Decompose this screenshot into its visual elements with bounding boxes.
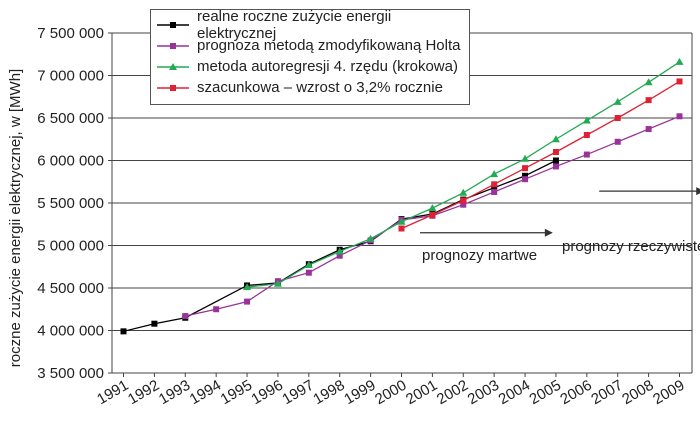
annotation-arrow-head — [696, 187, 700, 196]
legend-label: realne roczne zużycie energii elektryczn… — [197, 7, 392, 42]
data-point — [304, 261, 313, 269]
series-layer — [120, 57, 684, 335]
legend: realne roczne zużycie energii elektryczn… — [150, 8, 470, 105]
annotation-prognozy-martwe: prognozy martwe — [422, 247, 538, 264]
data-point — [491, 188, 498, 195]
data-point — [614, 115, 621, 121]
legend-label: metoda autoregresji 4. rzędu (krokowa) — [197, 58, 458, 75]
data-point — [676, 113, 683, 120]
x-tick-labels: 1991199219931994199519961997199819992000… — [94, 377, 687, 408]
data-point — [522, 165, 529, 172]
legend-swatch-green-triangle — [157, 62, 189, 70]
legend-item: prognoza metodą zmodyfikowaną Holta — [157, 35, 463, 56]
y-tick-label: 5 000 000 — [37, 238, 104, 255]
legend-item: metoda autoregresji 4. rzędu (krokowa) — [157, 56, 463, 77]
data-point — [644, 78, 653, 86]
data-point — [552, 149, 559, 155]
legend-label: prognoza metodą zmodyfikowaną Holta — [197, 37, 461, 54]
data-point — [244, 298, 251, 305]
legend-item: realne roczne zużycie energii elektryczn… — [157, 8, 463, 42]
data-point — [491, 184, 498, 191]
data-point — [521, 154, 530, 162]
data-point — [552, 163, 559, 170]
data-point — [398, 225, 405, 232]
data-point — [645, 97, 652, 104]
y-tick-label: 6 500 000 — [37, 110, 104, 127]
y-tick-label: 7 500 000 — [37, 25, 104, 42]
legend-swatch-purple-square — [157, 42, 189, 49]
data-point — [213, 306, 220, 313]
data-point — [583, 132, 590, 138]
data-point — [551, 135, 560, 143]
y-tick-label: 3 500 000 — [37, 365, 104, 382]
data-point — [490, 170, 499, 178]
data-point — [182, 313, 189, 320]
data-point — [582, 116, 591, 124]
data-point — [675, 57, 684, 65]
y-tick-label: 4 000 000 — [37, 323, 104, 340]
data-point — [522, 176, 529, 183]
data-point — [336, 252, 343, 259]
data-point — [613, 97, 622, 105]
data-point — [583, 151, 590, 158]
data-point — [243, 283, 252, 291]
data-point — [676, 78, 683, 85]
data-point — [522, 172, 529, 179]
y-axis-label: roczne zużycie energii elektrycznej, w [… — [7, 69, 24, 367]
data-point — [151, 320, 158, 327]
data-point — [552, 157, 559, 164]
data-point — [614, 138, 621, 145]
x-tick-label: 2009 — [650, 377, 687, 408]
data-point — [460, 197, 467, 204]
data-point — [491, 181, 498, 188]
annotation-arrows — [420, 187, 700, 237]
data-point — [460, 201, 467, 208]
data-point — [645, 126, 652, 133]
series-line — [401, 80, 680, 230]
data-point — [305, 269, 312, 276]
legend-item: szacunkowa – wzrost o 3,2% rocznie — [157, 77, 463, 98]
data-point — [397, 217, 406, 225]
data-point — [335, 247, 344, 255]
data-point — [428, 204, 437, 212]
y-tick-label: 4 500 000 — [37, 280, 104, 297]
data-point — [120, 328, 127, 335]
axes — [108, 32, 693, 377]
legend-label: szacunkowa – wzrost o 3,2% rocznie — [197, 79, 443, 96]
data-point — [273, 279, 282, 287]
annotation-arrow-head — [544, 228, 553, 237]
y-tick-label: 5 500 000 — [37, 195, 104, 212]
legend-swatch-red-square — [157, 84, 189, 91]
data-point — [429, 211, 436, 218]
y-tick-label: 6 000 000 — [37, 153, 104, 170]
y-tick-labels: 3 500 000 4 000 000 4 500 000 5 000 000 5 50… — [37, 25, 104, 382]
y-tick-label: 7 000 000 — [37, 68, 104, 85]
annotation-prognozy-rzeczywiste: prognozy rzeczywiste — [562, 238, 700, 255]
data-point — [366, 234, 375, 242]
legend-swatch-black-square — [157, 21, 189, 28]
data-point — [459, 188, 468, 196]
